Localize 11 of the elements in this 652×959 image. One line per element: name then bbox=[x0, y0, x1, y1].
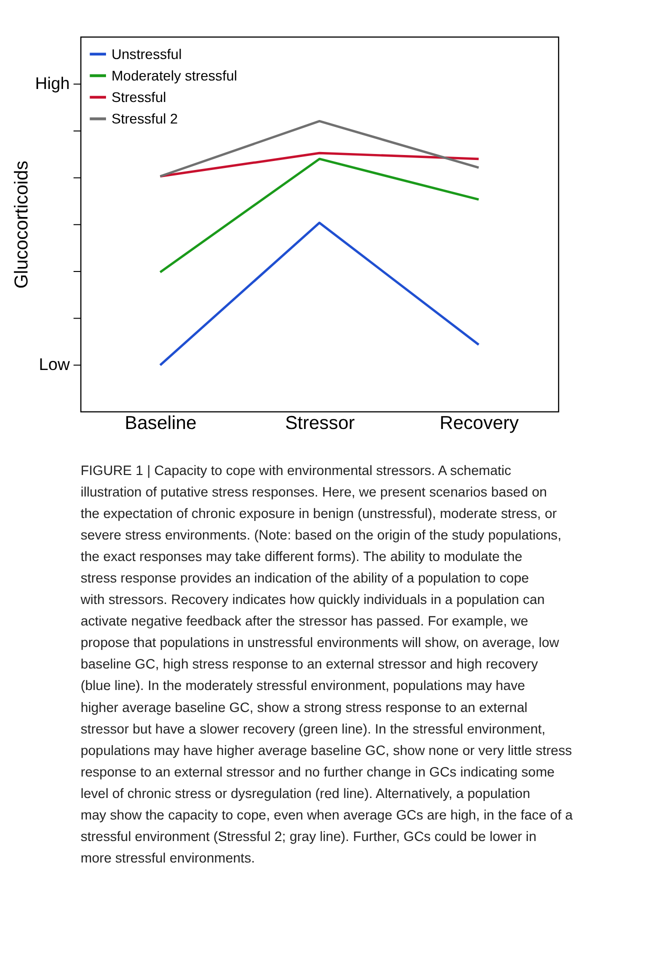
text: FIGURE 1 | Capacity to cope with environmental stressors. A schematic illustration of putative stress responses. Here, we present scenarios based on the expectation of chronic exposure in benign (unstressful), moderate stress, or severe stress environments. (Note: based on the origin of the study populations, the exact responses may take different forms). The ability to modulate the stress response provides an indication of the ability of a population to cope with stressors. Recovery indicates how quickly individuals in a population can activate negative feedback after the stressor has passed. For example, we propose that populations in unstressful environments will show, on average, low baseline GC, high stress response to an external stressor and high recovery (blue line). In the moderately stressful environment, populations may have higher average baseline GC, show a strong stress response to an external stressor but have a slower recovery (green line). In the stressful environment, populations may have higher average baseline GC, show none or very little stress response to an external stressor and no further change in GCs indicating some level of chronic stress or dysregulation (red line). Alternatively, a population may show the capacity to cope, even when average GCs are high, in the face of a stressful environment (Stressful 2; gray line). Further, GCs could be lower in more stressful environments. bbox=[80, 462, 573, 866]
legend-label: Unstressful bbox=[111, 46, 182, 62]
y-axis-title: Glucocorticoids bbox=[10, 160, 32, 289]
legend-label: Stressful 2 bbox=[111, 110, 178, 126]
x-tick-label: Stressor bbox=[285, 412, 355, 433]
x-tick-label: Baseline bbox=[124, 412, 197, 433]
legend-label: Stressful bbox=[111, 88, 166, 105]
text: High bbox=[35, 74, 70, 93]
x-tick-label: Recovery bbox=[440, 412, 520, 433]
text: Low bbox=[38, 354, 71, 374]
legend-label: Moderately stressful bbox=[111, 67, 238, 84]
